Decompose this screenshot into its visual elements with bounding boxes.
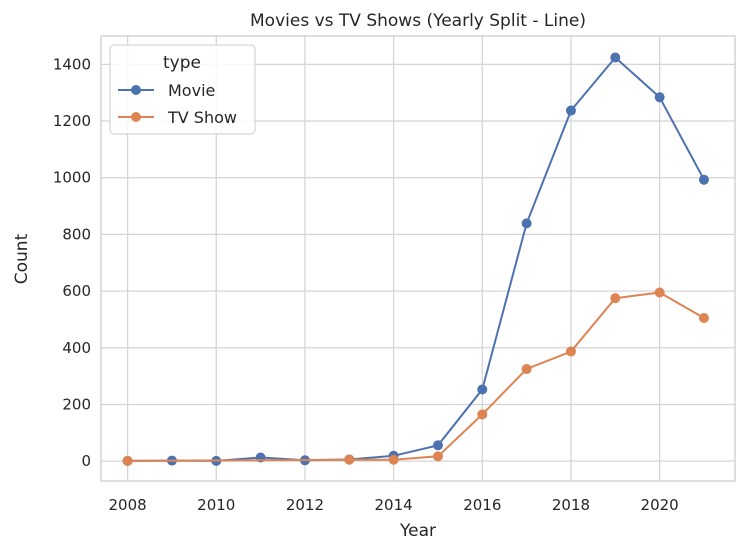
data-point-tv-show (344, 454, 355, 465)
data-point-tv-show (565, 346, 576, 357)
x-tick-label: 2010 (197, 496, 235, 514)
y-tick-label: 400 (62, 339, 91, 357)
legend-title: type (163, 53, 201, 73)
chart-title: Movies vs TV Shows (Yearly Split - Line) (250, 11, 586, 31)
y-tick-label: 800 (62, 225, 91, 243)
y-tick-label: 1000 (53, 169, 91, 187)
series (122, 52, 709, 466)
tick-labels: 2008 2010 2012 2014 2016 2018 2020 0 200 400 600 80… (53, 55, 679, 514)
x-tick-label: 2016 (463, 496, 501, 514)
y-tick-label: 200 (62, 395, 91, 413)
data-point-tv-show (521, 364, 532, 375)
legend-marker-movie (131, 85, 141, 95)
data-point-movie (477, 384, 488, 395)
y-tick-label: 1400 (53, 55, 91, 73)
data-point-tv-show (432, 451, 443, 462)
y-tick-label: 1200 (53, 112, 91, 130)
data-point-tv-show (654, 287, 665, 298)
legend-label-tv-show: TV Show (167, 108, 237, 127)
y-tick-label: 600 (62, 282, 91, 300)
x-tick-label: 2020 (641, 496, 679, 514)
legend-marker-tv-show (131, 112, 141, 122)
data-point-tv-show (477, 409, 488, 420)
data-point-tv-show (698, 313, 709, 324)
legend-box (109, 44, 256, 135)
y-tick-label: 0 (81, 452, 91, 470)
legend-label-movie: Movie (168, 81, 215, 100)
data-point-movie (654, 92, 665, 103)
plot-frame (100, 35, 736, 482)
data-point-movie (698, 174, 709, 185)
legend: type Movie TV Show (109, 44, 256, 135)
data-point-movie (432, 440, 443, 451)
x-tick-label: 2014 (375, 496, 413, 514)
data-point-movie (565, 105, 576, 116)
x-tick-label: 2012 (286, 496, 324, 514)
x-tick-label: 2008 (109, 496, 147, 514)
x-tick-label: 2018 (552, 496, 590, 514)
data-point-movie (610, 52, 621, 63)
x-axis-label: Year (399, 521, 436, 541)
data-point-tv-show (610, 293, 621, 304)
data-point-tv-show (388, 454, 399, 465)
series-line-tv-show (127, 291, 705, 462)
y-axis-label: Count (12, 233, 32, 284)
data-point-movie (521, 218, 532, 229)
data-point-tv-show (122, 455, 133, 466)
